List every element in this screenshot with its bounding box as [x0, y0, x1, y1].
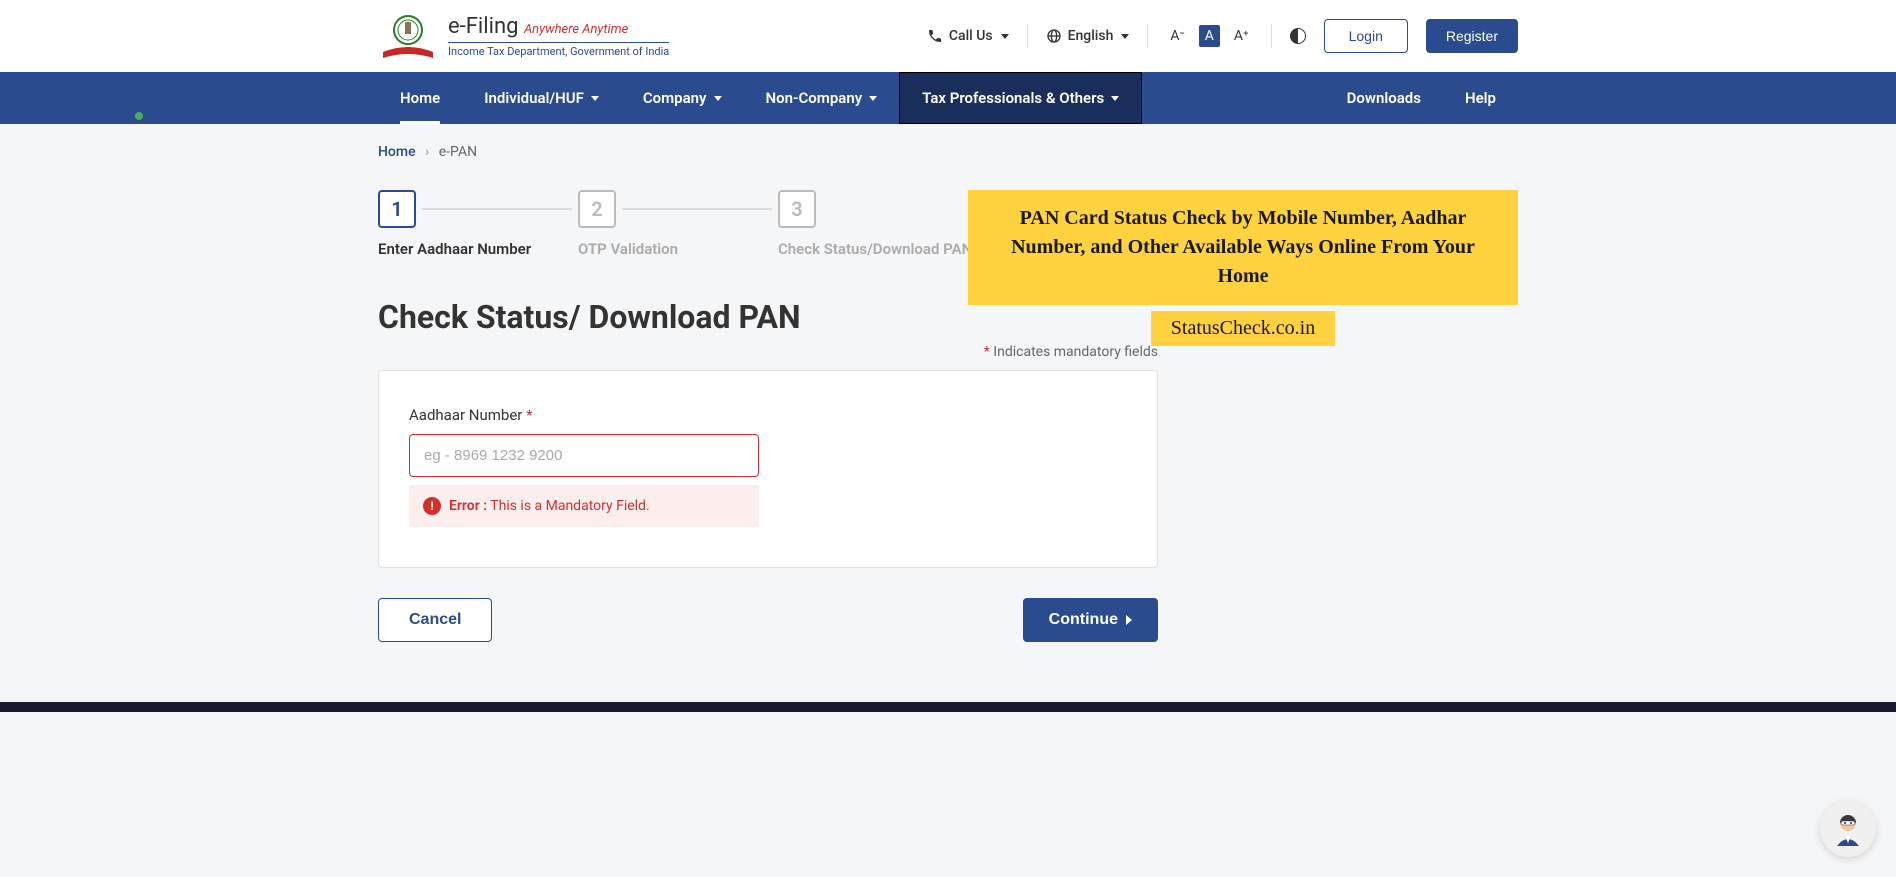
globe-icon [1046, 28, 1062, 44]
avatar-icon [1827, 808, 1869, 850]
mandatory-note: * Indicates mandatory fields [378, 344, 1158, 360]
banner-site: StatusCheck.co.in [1151, 311, 1335, 346]
nav-downloads[interactable]: Downloads [1325, 72, 1443, 124]
nav-non-company[interactable]: Non-Company [744, 72, 900, 124]
nav-company[interactable]: Company [621, 72, 744, 124]
continue-button[interactable]: Continue [1023, 598, 1158, 642]
breadcrumb-current: e-PAN [439, 144, 477, 160]
logo-emblem-icon [378, 12, 438, 60]
cancel-button[interactable]: Cancel [378, 598, 492, 642]
overlay-banner: PAN Card Status Check by Mobile Number, … [968, 190, 1518, 346]
nav-individual[interactable]: Individual/HUF [462, 72, 621, 124]
aadhaar-input[interactable] [409, 434, 759, 477]
font-increase-button[interactable]: A⁺ [1230, 26, 1253, 46]
aadhaar-label: Aadhaar Number * [409, 406, 1127, 424]
contrast-toggle[interactable] [1290, 28, 1306, 44]
step-2: 2 OTP Validation [578, 190, 778, 258]
breadcrumb: Home › e-PAN [378, 144, 1518, 160]
logo-subtitle: Income Tax Department, Government of Ind… [448, 42, 669, 58]
breadcrumb-home[interactable]: Home [378, 144, 416, 160]
step-1: 1 Enter Aadhaar Number [378, 190, 578, 258]
step-3: 3 Check Status/Download PAN [778, 190, 978, 258]
chevron-right-icon [1126, 615, 1132, 625]
logo[interactable]: e-Filing Anywhere Anytime Income Tax Dep… [378, 12, 669, 60]
nav-home[interactable]: Home [378, 72, 462, 124]
error-icon: ! [423, 497, 441, 515]
chat-assistant-button[interactable] [1820, 801, 1876, 857]
call-us-dropdown[interactable]: Call Us [927, 28, 1009, 44]
nav-tax-professionals[interactable]: Tax Professionals & Others [899, 72, 1142, 124]
language-dropdown[interactable]: English [1046, 28, 1130, 44]
main-nav: Home Individual/HUF Company Non-Company … [0, 72, 1896, 124]
font-normal-button[interactable]: A [1199, 25, 1220, 47]
register-button[interactable]: Register [1426, 19, 1518, 53]
status-dot-icon [135, 112, 143, 120]
logo-title: e-Filing Anywhere Anytime [448, 14, 669, 40]
login-button[interactable]: Login [1324, 19, 1408, 53]
form-card: Aadhaar Number * ! Error : This is a Man… [378, 370, 1158, 568]
header: e-Filing Anywhere Anytime Income Tax Dep… [0, 0, 1896, 72]
nav-help[interactable]: Help [1443, 72, 1518, 124]
banner-text: PAN Card Status Check by Mobile Number, … [968, 190, 1518, 305]
error-message: ! Error : This is a Mandatory Field. [409, 485, 759, 527]
font-decrease-button[interactable]: A⁻ [1166, 26, 1188, 46]
phone-icon [927, 28, 943, 44]
footer-bar [0, 702, 1896, 712]
